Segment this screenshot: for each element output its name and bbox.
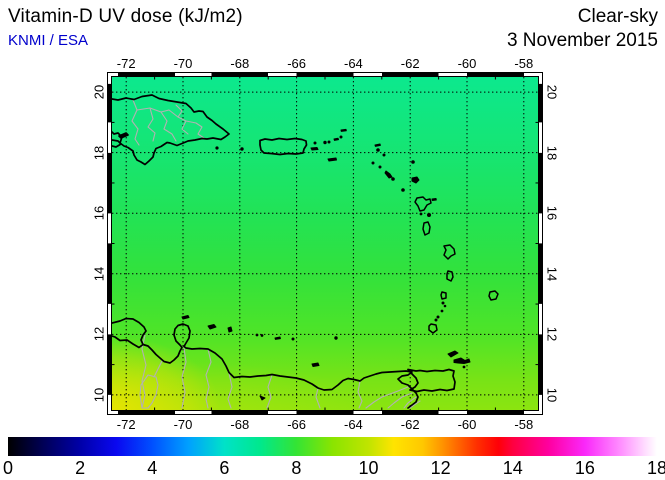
lat-tick-label-left: 20 xyxy=(91,84,107,100)
gonave-island xyxy=(118,132,129,139)
map-overlay-svg xyxy=(112,77,538,410)
inland-borders-and-rivers xyxy=(131,99,421,409)
lon-tick-label-top: -58 xyxy=(514,56,534,71)
lon-tick-label-top: -72 xyxy=(116,56,136,71)
lon-tick-label-top: -68 xyxy=(230,56,250,71)
lat-tick-label-right: 16 xyxy=(544,205,560,221)
lon-tick-label-top: -64 xyxy=(343,56,363,71)
coastline-trinidad xyxy=(407,368,456,393)
coastlines xyxy=(112,94,456,409)
colorbar xyxy=(8,437,657,456)
lat-tick-label-left: 16 xyxy=(91,205,107,221)
condition-label: Clear-sky xyxy=(577,6,658,27)
lat-tick-label-left: 14 xyxy=(91,266,107,281)
lesser-antilles-islands xyxy=(181,128,499,401)
lon-tick-label-bottom: -72 xyxy=(116,417,136,432)
lat-tick-label-right: 12 xyxy=(544,327,560,342)
map-border-stripe-left xyxy=(108,73,112,414)
colorbar-tick-label: 14 xyxy=(502,458,523,478)
colorbar-tick-label: 2 xyxy=(75,458,86,478)
coastline-south-america xyxy=(112,317,419,409)
colorbar-tick-label: 12 xyxy=(430,458,451,478)
lon-tick-label-bottom: -70 xyxy=(173,417,193,432)
page-title: Vitamin-D UV dose (kJ/m2) xyxy=(8,6,243,27)
source-label: KNMI / ESA xyxy=(8,32,89,49)
grid-minor-ticks xyxy=(112,77,538,410)
coastline-puerto-rico xyxy=(259,137,308,156)
lat-tick-label-right: 20 xyxy=(544,84,560,100)
lat-tick-label-right: 18 xyxy=(544,145,560,160)
lon-tick-label-top: -60 xyxy=(457,56,477,71)
colorbar-tick-label: 4 xyxy=(147,458,158,478)
date-label: 3 November 2015 xyxy=(506,30,658,51)
map-border-stripe-right xyxy=(538,73,542,414)
lon-tick-label-top: -70 xyxy=(173,56,193,71)
lon-tick-label-bottom: -62 xyxy=(400,417,420,432)
coastline-hispaniola xyxy=(112,94,230,166)
lon-tick-label-bottom: -64 xyxy=(343,417,363,432)
lon-tick-label-bottom: -60 xyxy=(457,417,477,432)
colorbar-tick-label: 8 xyxy=(291,458,302,478)
grid-major-lines xyxy=(112,77,538,410)
lon-tick-label-bottom: -58 xyxy=(514,417,534,432)
map-border-stripe-top xyxy=(108,73,542,77)
map-canvas xyxy=(112,77,538,410)
colorbar-tick-label: 0 xyxy=(2,458,14,478)
lat-tick-label-left: 10 xyxy=(91,387,107,403)
coastline-haiti-cut xyxy=(112,139,122,148)
lat-tick-label-left: 18 xyxy=(91,145,107,160)
colorbar-tick-label: 10 xyxy=(358,458,379,478)
map-border-stripe-bottom xyxy=(108,410,542,414)
map-frame xyxy=(107,72,543,415)
lat-tick-label-right: 10 xyxy=(544,387,560,403)
lat-tick-label-right: 14 xyxy=(544,266,560,281)
lon-tick-label-top: -66 xyxy=(287,56,306,71)
lon-tick-label-bottom: -68 xyxy=(230,417,250,432)
lon-tick-label-bottom: -66 xyxy=(287,417,306,432)
lon-tick-label-top: -62 xyxy=(400,56,420,71)
colorbar-tick-label: 18 xyxy=(646,458,665,478)
colorbar-tick-label: 6 xyxy=(219,458,230,478)
guajira-west-closure xyxy=(112,335,144,349)
lat-tick-label-left: 12 xyxy=(91,327,107,342)
colorbar-tick-label: 16 xyxy=(574,458,595,478)
